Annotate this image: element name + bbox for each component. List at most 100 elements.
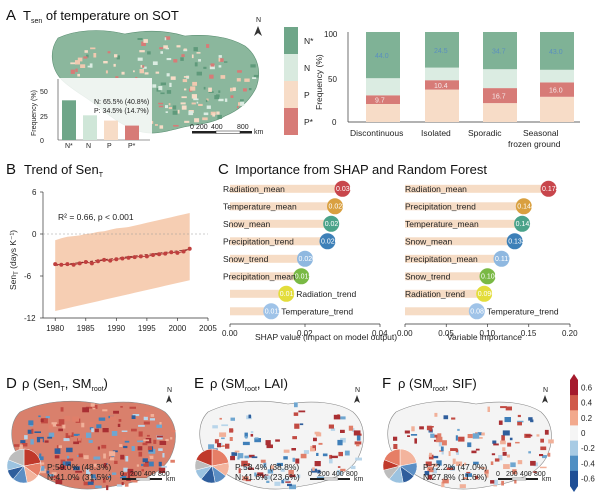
- rfChart-bar: [405, 307, 477, 316]
- panel-a-svg: A Tsen of temperature on SOT N 0 200 400…: [6, 7, 264, 150]
- scale-seg: [310, 478, 324, 480]
- bottom-map-patch: [96, 424, 102, 429]
- bottom-map-patch: [245, 436, 248, 439]
- bottom-map-patch: [106, 485, 109, 491]
- map-a-patch: [158, 105, 164, 108]
- bottom-map-patch: [429, 452, 432, 457]
- bottom-map-patch: [63, 438, 70, 442]
- inset-xtick: N: [86, 143, 91, 150]
- title-part: , SM: [65, 376, 92, 391]
- panel-b-yticks: 6 0 -6 -12: [24, 188, 43, 323]
- bottom-map-patch: [498, 420, 503, 425]
- scale-unit: km: [166, 476, 176, 483]
- map-a-patch: [137, 38, 143, 40]
- bottom-map-patch: [474, 475, 479, 480]
- bottom-map-patch: [542, 455, 547, 459]
- map-a-patch: [166, 58, 172, 61]
- map-a-patch: [183, 76, 189, 78]
- panel-b-point: [175, 250, 180, 255]
- bottom-map-patch: [493, 484, 497, 487]
- bottom-map-patch: [143, 416, 148, 421]
- bottom-map-patch: [68, 430, 72, 436]
- bottom-map-patch: [125, 456, 129, 462]
- bottom-map-patch: [435, 436, 443, 443]
- scale-seg: [122, 478, 136, 480]
- bottom-map-patch: [260, 459, 266, 463]
- panel-b-title: Trend of SenT: [24, 162, 104, 179]
- bottom-map-patch: [78, 435, 81, 441]
- panel-b-point: [71, 262, 76, 267]
- map-a-patch: [90, 47, 96, 50]
- bottom-map-patch: [142, 442, 148, 446]
- bottom-map-patch: [530, 460, 536, 466]
- map-a-patch: [237, 70, 242, 73]
- bottom-map-patch: [312, 467, 315, 471]
- bottom-map-patch: [299, 423, 304, 426]
- map-a-patch: [209, 65, 215, 70]
- rfChart-feature-label: Precipitation_mean: [405, 254, 478, 264]
- map-a-patch: [198, 59, 201, 62]
- stacked-label-red: 9.7: [375, 98, 385, 105]
- panel-b-title-sub: T: [99, 172, 104, 179]
- bottom-map: [387, 400, 554, 490]
- map-a-patch: [70, 62, 76, 65]
- bottom-map-patch: [440, 446, 444, 452]
- stacked-ytick-1: 50: [328, 75, 337, 84]
- map-a-patch: [218, 65, 222, 68]
- panel-b-point: [169, 250, 174, 255]
- bottom-map-patch: [158, 467, 166, 473]
- map-a-patch: [152, 84, 157, 88]
- bottom-map-patch: [505, 406, 512, 411]
- stacked-segment-n: [540, 69, 574, 83]
- bottom-map-patch: [47, 436, 53, 439]
- bottom-map-patch: [514, 478, 517, 484]
- bottom-map-patch: [237, 457, 240, 460]
- legend-swatch-p-star: [284, 108, 298, 135]
- bottom-map-patch: [143, 473, 147, 479]
- title-sub2: root: [91, 386, 103, 393]
- inset-bar: [83, 115, 97, 140]
- scale-a-tick-0: 0: [190, 124, 194, 131]
- scale-tick: 0: [496, 471, 500, 478]
- bottom-map-patch: [119, 444, 123, 447]
- bottom-map-patch: [127, 473, 130, 478]
- map-a-patch: [202, 117, 208, 121]
- shapChart-value-label: 0.020: [299, 256, 317, 263]
- shapChart-xtick-label: 0.02: [297, 329, 313, 338]
- bottom-map-patch: [330, 428, 336, 431]
- inset-ytick-2: 50: [40, 89, 48, 96]
- bottom-map-patch: [407, 435, 410, 437]
- map-a-patch: [218, 55, 222, 58]
- bottom-map-patch: [132, 477, 138, 483]
- bottom-map-patch: [158, 448, 163, 451]
- bottom-map-patch: [533, 471, 537, 473]
- bottom-map-patch: [65, 461, 71, 466]
- bottom-map-patch: [124, 440, 130, 443]
- bottom-map-patch: [112, 450, 118, 453]
- map-a-patch: [84, 50, 88, 53]
- bottom-map-patch: [81, 422, 85, 428]
- panel-b-xticks: 1980 1985 1990 1995 2000 2005: [46, 318, 217, 333]
- bottom-map-patch: [19, 444, 23, 450]
- shap-chart: 0.00 0.02 0.04 0.030 Radiation_mean 0.028 Temp…: [222, 180, 388, 338]
- map-a-patch: [168, 107, 173, 110]
- colorbar-segment: [570, 425, 578, 441]
- bottom-map-patch: [159, 440, 167, 445]
- bottom-map-patch: [44, 440, 49, 443]
- bottom-map-patch: [475, 432, 478, 435]
- bottom-map-patch: [72, 416, 79, 422]
- map-a-patch: [159, 47, 164, 50]
- map-a-patch: [164, 36, 171, 40]
- bottom-map-patch: [237, 453, 244, 459]
- map-a-patch: [176, 45, 181, 48]
- panel-b-point: [89, 261, 94, 266]
- bottom-map-patch: [149, 418, 155, 421]
- bottom-map-patch: [138, 424, 145, 427]
- map-a-patch: [250, 64, 256, 68]
- map-a-patch: [240, 99, 244, 104]
- bottom-map-patch: [94, 428, 99, 433]
- bottom-map-patch: [102, 477, 106, 483]
- scale-tick: 0: [308, 471, 312, 478]
- bottom-map-patch: [457, 428, 460, 431]
- bottom-map-patch: [494, 479, 498, 486]
